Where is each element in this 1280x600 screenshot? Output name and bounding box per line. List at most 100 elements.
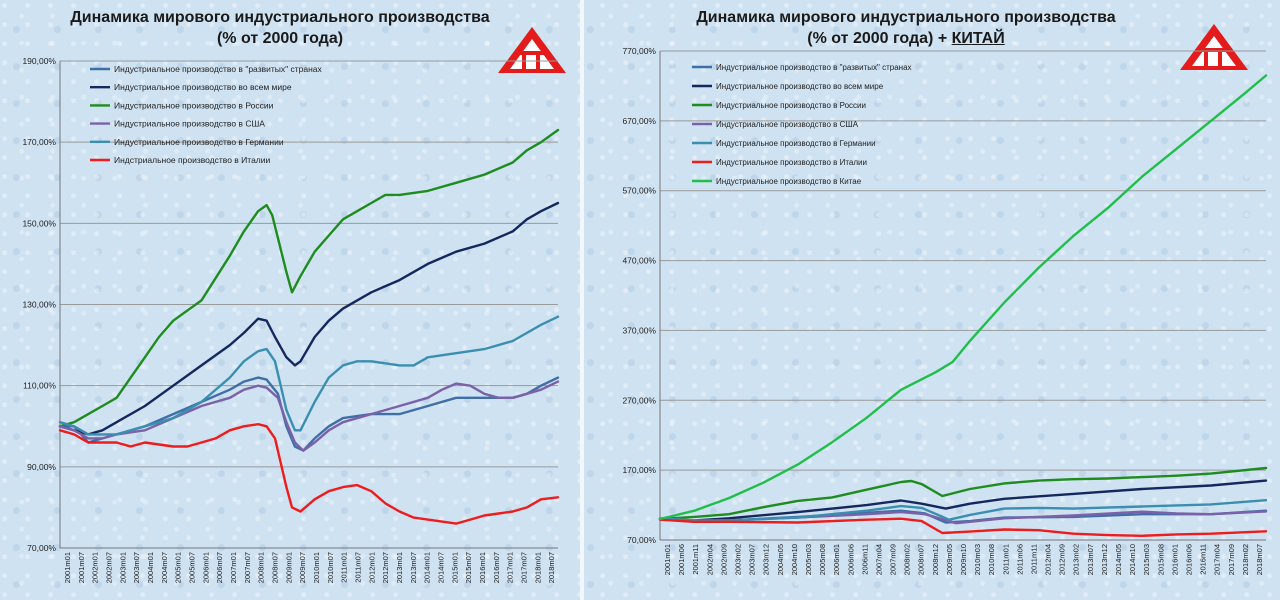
x-tick-label: 2016m11 xyxy=(1199,544,1208,575)
x-tick-label: 2001m11 xyxy=(691,544,700,575)
right-title-prefix: (% от 2000 года) + xyxy=(807,30,952,47)
legend-entry: Индустриальное производство в Китае xyxy=(716,177,862,186)
x-tick-label: 2013m01 xyxy=(395,552,404,583)
x-tick-label: 2010m03 xyxy=(973,544,982,575)
series-line xyxy=(658,499,1268,522)
x-tick-label: 2012m09 xyxy=(1058,544,1067,575)
x-tick-label: 2009m10 xyxy=(959,544,968,575)
right-line-chart: 70,00% 170,00% 270,00% 370,00% 470,00% 570,00… xyxy=(622,46,1268,575)
y-tick-label: 190,00% xyxy=(22,56,56,66)
x-tick-label: 2011m11 xyxy=(1029,544,1038,574)
left-chart-panel: Динамика мирового индустриального произв… xyxy=(0,0,578,600)
legend-entry: Индустриальное производство в России xyxy=(114,100,274,110)
x-tick-label: 2007m01 xyxy=(229,552,238,583)
x-tick-label: 2015m01 xyxy=(450,552,459,583)
x-tick-label: 2018m01 xyxy=(533,552,542,583)
x-tick-label: 2007m07 xyxy=(243,552,252,583)
x-tick-label: 2005m08 xyxy=(818,544,827,575)
x-tick-label: 2006m01 xyxy=(832,544,841,575)
x-tick-label: 2010m01 xyxy=(312,552,321,583)
legend-entry: Индустриальное производство в "развитых"… xyxy=(716,63,912,72)
x-tick-label: 2012m07 xyxy=(381,552,390,583)
x-tick-label: 2015m07 xyxy=(464,552,473,583)
x-tick-label: 2008m07 xyxy=(270,552,279,583)
x-tick-label: 2015m03 xyxy=(1142,544,1151,575)
x-tick-label: 2017m04 xyxy=(1213,544,1222,575)
x-tick-label: 2006m11 xyxy=(860,544,869,575)
x-tick-label: 2002m04 xyxy=(705,544,714,575)
x-tick-label: 2006m07 xyxy=(215,552,224,583)
x-tick-label: 2003m07 xyxy=(748,544,757,575)
x-tick-label: 2011m07 xyxy=(353,552,362,583)
right-title-line1: Динамика мирового индустриального произв… xyxy=(696,9,1116,26)
x-tick-label: 2014m01 xyxy=(423,552,432,583)
x-tick-label: 2002m01 xyxy=(91,552,100,583)
legend-entry: Индустриальное производство в США xyxy=(114,119,265,129)
left-line-chart: 70,00% 90,00% 110,00% 130,00% 150,00% 170,00%… xyxy=(22,56,560,583)
x-tick-label: 2006m06 xyxy=(846,544,855,575)
x-tick-label: 2014m10 xyxy=(1128,544,1137,575)
series-line xyxy=(58,423,560,525)
x-tick-label: 2010m08 xyxy=(987,544,996,575)
x-tick-label: 2002m07 xyxy=(104,552,113,583)
panel-divider xyxy=(580,0,584,600)
legend-entry: Индустриальное производство в "развитых"… xyxy=(114,64,323,74)
y-tick-label: 470,00% xyxy=(622,256,656,266)
x-tick-label: 2009m05 xyxy=(945,544,954,575)
x-tick-label: 2004m05 xyxy=(776,544,785,575)
x-tick-label: 2002m09 xyxy=(719,544,728,575)
x-tick-label: 2013m12 xyxy=(1100,544,1109,575)
y-tick-label: 70,00% xyxy=(627,535,656,545)
x-tick-label: 2012m01 xyxy=(367,552,376,583)
x-tick-label: 2003m07 xyxy=(132,552,141,583)
x-tick-label: 2011m01 xyxy=(1001,544,1010,575)
x-tick-label: 2016m01 xyxy=(1170,544,1179,575)
legend-entry: Индустриальное производство в США xyxy=(716,120,859,129)
legend-entry: Индустриальное производство в Германии xyxy=(716,139,876,148)
right-title-emph: КИТАЙ xyxy=(951,30,1005,47)
x-tick-label: 2016m07 xyxy=(492,552,501,583)
x-tick-label: 2007m04 xyxy=(874,544,883,575)
x-tick-label: 2005m07 xyxy=(187,552,196,583)
x-tick-label: 2004m10 xyxy=(790,544,799,575)
x-tick-label: 2007m09 xyxy=(889,544,898,575)
x-tick-label: 2013m07 xyxy=(1086,544,1095,575)
left-chart-title: Динамика мирового индустриального произв… xyxy=(20,7,540,49)
y-tick-label: 110,00% xyxy=(23,381,56,391)
x-tick-label: 2015m08 xyxy=(1156,544,1165,575)
x-tick-label: 2003m02 xyxy=(734,544,743,575)
x-tick-label: 2008m12 xyxy=(931,544,940,575)
y-tick-label: 170,00% xyxy=(22,137,56,147)
legend-entry: Индустриальное производство в России xyxy=(716,101,866,110)
legend-entry: Индстриальное производство в Италии xyxy=(114,155,271,165)
legend-entry: Индустриальное производство в Италии xyxy=(716,158,867,167)
x-tick-label: 2008m01 xyxy=(257,552,266,583)
x-tick-label: 2006m01 xyxy=(201,552,210,583)
y-tick-label: 770,00% xyxy=(622,46,656,56)
y-tick-label: 150,00% xyxy=(22,218,56,228)
series-line xyxy=(658,517,1268,537)
series-line xyxy=(658,74,1268,521)
legend-entry: Индустриальное производство в Германии xyxy=(114,137,284,147)
x-tick-label: 2003m01 xyxy=(118,552,127,583)
x-tick-label: 2013m07 xyxy=(409,552,418,583)
x-tick-label: 2001m01 xyxy=(663,544,672,575)
right-title-line2: (% от 2000 года) + КИТАЙ xyxy=(626,28,1186,49)
right-chart-panel: Динамика мирового индустриального произв… xyxy=(586,0,1280,600)
left-title-line2: (% от 2000 года) xyxy=(216,30,344,47)
series-line xyxy=(58,315,560,436)
x-tick-label: 2016m01 xyxy=(478,552,487,583)
y-tick-label: 370,00% xyxy=(622,325,656,335)
y-tick-label: 170,00% xyxy=(622,465,656,475)
series-line xyxy=(658,466,1268,521)
x-tick-label: 2005m01 xyxy=(174,552,183,583)
series-line xyxy=(658,479,1268,522)
x-tick-label: 2011m06 xyxy=(1015,544,1024,575)
series-line xyxy=(58,201,560,436)
right-chart-title: Динамика мирового индустриального произв… xyxy=(626,7,1186,49)
x-tick-label: 2012m04 xyxy=(1044,544,1053,575)
x-tick-label: 2011m01 xyxy=(340,552,349,583)
x-tick-label: 2004m01 xyxy=(146,552,155,583)
x-tick-label: 2003m12 xyxy=(762,544,771,575)
y-tick-label: 270,00% xyxy=(622,395,656,405)
